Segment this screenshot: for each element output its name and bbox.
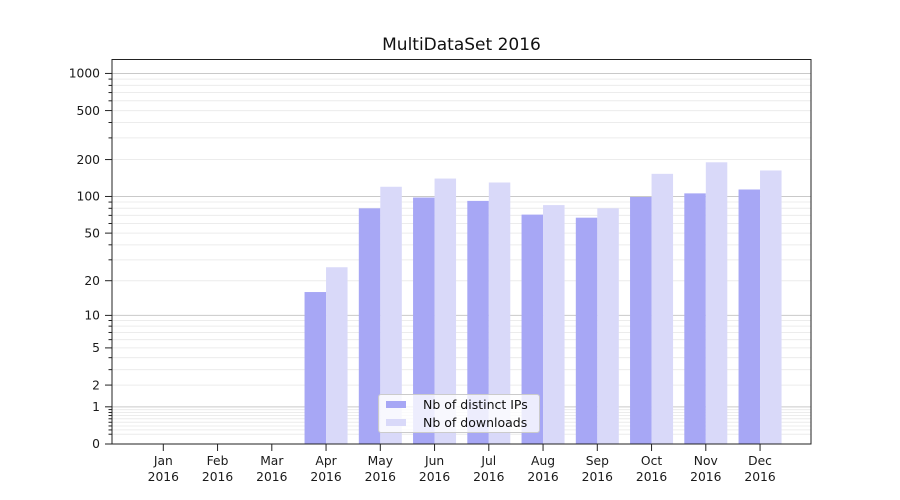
y-tick-label: 50 [84, 226, 100, 240]
y-tick-label: 5 [92, 341, 100, 355]
bar-downloads-aug [543, 205, 565, 444]
x-tick-label-year: 2016 [473, 470, 504, 484]
bar-downloads-sep [597, 208, 619, 444]
x-tick-label-year: 2016 [148, 470, 179, 484]
y-tick-label: 500 [77, 104, 100, 118]
x-tick-label-month: Apr [315, 454, 337, 468]
bar-downloads-may [380, 186, 402, 444]
bar-distinct-ips-sep [575, 217, 598, 444]
x-tick-label-year: 2016 [744, 470, 775, 484]
y-tick-label: 200 [77, 153, 100, 167]
bar-distinct-ips-apr [304, 292, 327, 444]
bar-downloads-apr [326, 267, 348, 444]
bar-distinct-ips-dec [738, 189, 761, 444]
x-tick-label-month: May [368, 454, 393, 468]
y-tick-label: 1 [92, 400, 100, 414]
x-tick-label-month: Nov [694, 454, 718, 468]
legend-item-distinct-ips: Nb of distinct IPs [386, 397, 532, 413]
y-tick-label: 0 [92, 437, 100, 451]
x-tick-label-year: 2016 [690, 470, 721, 484]
bar-distinct-ips-aug [521, 214, 544, 444]
bar-distinct-ips-jun [413, 197, 435, 444]
x-tick-label-year: 2016 [582, 470, 613, 484]
legend-swatch-downloads [386, 418, 406, 426]
x-tick-label-month: Dec [748, 454, 772, 468]
legend-swatch-distinct-ips [386, 401, 406, 409]
x-tick-label-month: Feb [207, 454, 229, 468]
axes-frame [111, 59, 812, 445]
x-tick-label-year: 2016 [636, 470, 667, 484]
legend-label-distinct-ips: Nb of distinct IPs [423, 397, 528, 413]
x-tick-label-year: 2016 [202, 470, 233, 484]
x-tick-label-month: Sep [586, 454, 609, 468]
bar-distinct-ips-jul [467, 200, 489, 444]
y-tick-label: 1000 [69, 67, 100, 81]
x-tick-label-month: Mar [260, 454, 284, 468]
bar-downloads-jul [488, 182, 511, 444]
x-tick-label-month: Jun [424, 454, 444, 468]
bar-downloads-dec [760, 170, 782, 444]
legend-item-downloads: Nb of downloads [386, 415, 532, 431]
legend: Nb of distinct IPs Nb of downloads [378, 394, 540, 433]
bar-downloads-nov [705, 162, 728, 445]
bar-distinct-ips-oct [630, 197, 652, 444]
legend-label-downloads: Nb of downloads [423, 414, 528, 430]
bar-distinct-ips-nov [684, 193, 706, 444]
bar-downloads-oct [651, 173, 674, 444]
bar-downloads-jun [434, 178, 457, 444]
bar-distinct-ips-may [358, 208, 381, 444]
y-tick-label: 20 [84, 274, 100, 288]
x-tick-label-year: 2016 [527, 470, 558, 484]
x-tick-label-year: 2016 [310, 470, 341, 484]
y-tick-label: 10 [84, 309, 100, 323]
x-tick-label-month: Aug [531, 454, 555, 468]
x-tick-label-month: Jan [153, 454, 173, 468]
x-tick-label-month: Jul [480, 454, 496, 468]
x-tick-label-year: 2016 [256, 470, 287, 484]
y-tick-label: 100 [77, 190, 100, 204]
x-tick-label-year: 2016 [365, 470, 396, 484]
x-tick-label-month: Oct [641, 454, 662, 468]
x-tick-label-year: 2016 [419, 470, 450, 484]
y-tick-label: 2 [92, 378, 100, 392]
chart-title: MultiDataSet 2016 [382, 35, 541, 55]
